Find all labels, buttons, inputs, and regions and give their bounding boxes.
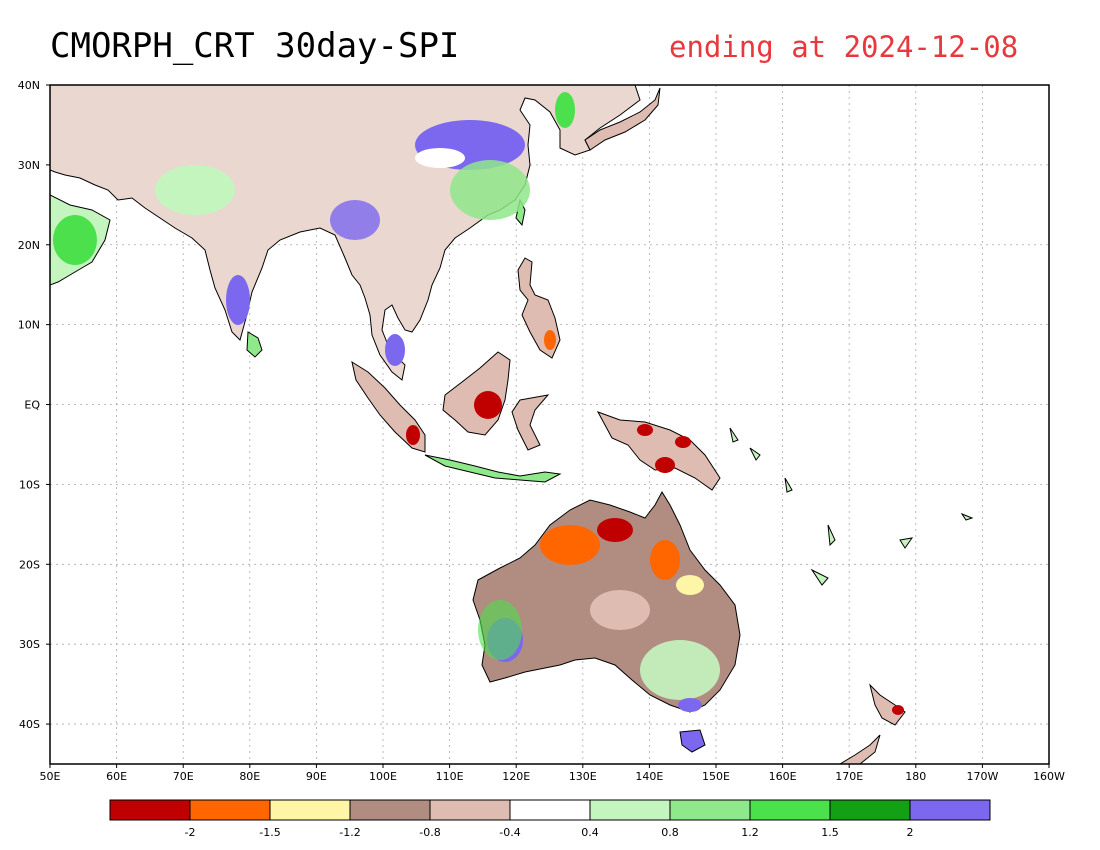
colorbar-swatch [909, 799, 991, 821]
colorbar-label: -0.4 [499, 826, 520, 839]
colorbar-swatch [749, 799, 831, 821]
lon-tick-label: 160E [769, 770, 797, 783]
java-landmass [424, 454, 562, 483]
lon-tick-label: 50E [40, 770, 61, 783]
spi-patches [53, 92, 904, 715]
lon-tick-label: 150E [702, 770, 730, 783]
lat-tick-label: EQ [24, 399, 40, 412]
lon-tick-label: 170E [835, 770, 863, 783]
lon-tick-label: 120E [502, 770, 530, 783]
patch-aus-yellow [676, 575, 704, 595]
colorbar-swatch [349, 799, 431, 821]
colorbar-swatch [269, 799, 351, 821]
colorbar-swatch [669, 799, 751, 821]
patch-aus-north-dry-2 [597, 518, 633, 542]
lat-tick-label: 20N [18, 239, 40, 252]
colorbar: -2 -1.5 -1.2 -0.8 -0.4 0.4 0.8 1.2 1.5 2 [109, 799, 991, 839]
srilanka-landmass [246, 331, 263, 358]
colorbar-label: -1.2 [339, 826, 360, 839]
lon-tick-label: 100E [369, 770, 397, 783]
latitude-labels: 40N 30N 20N 10N EQ 10S 20S 30S 40S [18, 79, 50, 731]
patch-china-wet-2 [415, 148, 465, 168]
lon-tick-label: 140E [635, 770, 663, 783]
colorbar-swatch [189, 799, 271, 821]
lon-tick-label: 160W [1033, 770, 1065, 783]
patch-ng-dry-2 [655, 457, 675, 473]
map-frame [49, 84, 1050, 765]
lat-tick-label: 40N [18, 79, 40, 92]
patch-aus-center [590, 590, 650, 630]
colorbar-swatch [429, 799, 511, 821]
colorbar-label: -1.5 [259, 826, 280, 839]
borneo-landmass [442, 351, 511, 436]
lat-tick-label: 30S [19, 638, 40, 651]
patch-india-green [155, 165, 235, 215]
patch-burma [330, 200, 380, 240]
patch-ng-dry-3 [675, 436, 691, 448]
lon-tick-label: 90E [306, 770, 327, 783]
date-label: ending at 2024-12-08 [669, 30, 1019, 64]
colorbar-label: -0.8 [419, 826, 440, 839]
colorbar-label: 1.5 [821, 826, 839, 839]
sulawesi-landmass [511, 394, 550, 451]
sumatra-landmass [351, 360, 426, 453]
colorbar-swatch [589, 799, 671, 821]
patch-philippines [544, 330, 556, 350]
colorbar-label: 2 [907, 826, 914, 839]
patch-aus-vic-wet [678, 698, 702, 712]
lat-tick-label: 10S [19, 478, 40, 491]
patch-malaya [385, 334, 405, 366]
colorbar-swatch [829, 799, 911, 821]
colorbar-label: 1.2 [741, 826, 759, 839]
colorbar-label: -2 [185, 826, 196, 839]
patch-aus-qld-dry [650, 540, 680, 580]
patch-aus-north-dry [540, 525, 600, 565]
patch-nz-dry [892, 705, 904, 715]
lat-tick-label: 20S [19, 558, 40, 571]
colorbar-label: 0.4 [581, 826, 599, 839]
tasmania-landmass [679, 729, 706, 753]
colorbar-label: 0.8 [661, 826, 679, 839]
longitude-labels: 50E 60E 70E 80E 90E 100E 110E 120E 130E 140E 150E 1… [40, 764, 1065, 783]
patch-aus-se-green [640, 640, 720, 700]
colorbar-swatch [109, 799, 191, 821]
lon-tick-label: 170W [966, 770, 998, 783]
lon-tick-label: 130E [569, 770, 597, 783]
patch-india-south [226, 275, 250, 325]
japan-landmass [584, 87, 661, 151]
lat-tick-label: 40S [19, 718, 40, 731]
map-title: CMORPH_CRT 30day-SPI [50, 26, 460, 66]
lat-tick-label: 30N [18, 159, 40, 172]
patch-aus-sw-green [478, 600, 522, 660]
newzealand-landmass [839, 683, 906, 764]
lon-tick-label: 70E [173, 770, 194, 783]
lon-tick-label: 80E [239, 770, 260, 783]
lon-tick-label: 60E [106, 770, 127, 783]
patch-arabia [53, 215, 97, 265]
patch-borneo-dry [474, 391, 502, 419]
lon-tick-label: 110E [436, 770, 464, 783]
pacific-islands [729, 427, 974, 586]
patch-ng-dry-1 [637, 424, 653, 436]
patch-sumatra-dry [406, 425, 420, 445]
colorbar-swatch [509, 799, 591, 821]
patch-china-green [450, 160, 530, 220]
lon-tick-label: 180 [905, 770, 926, 783]
newguinea-landmass [596, 411, 721, 491]
patch-korea [555, 92, 575, 128]
lat-tick-label: 10N [18, 319, 40, 332]
